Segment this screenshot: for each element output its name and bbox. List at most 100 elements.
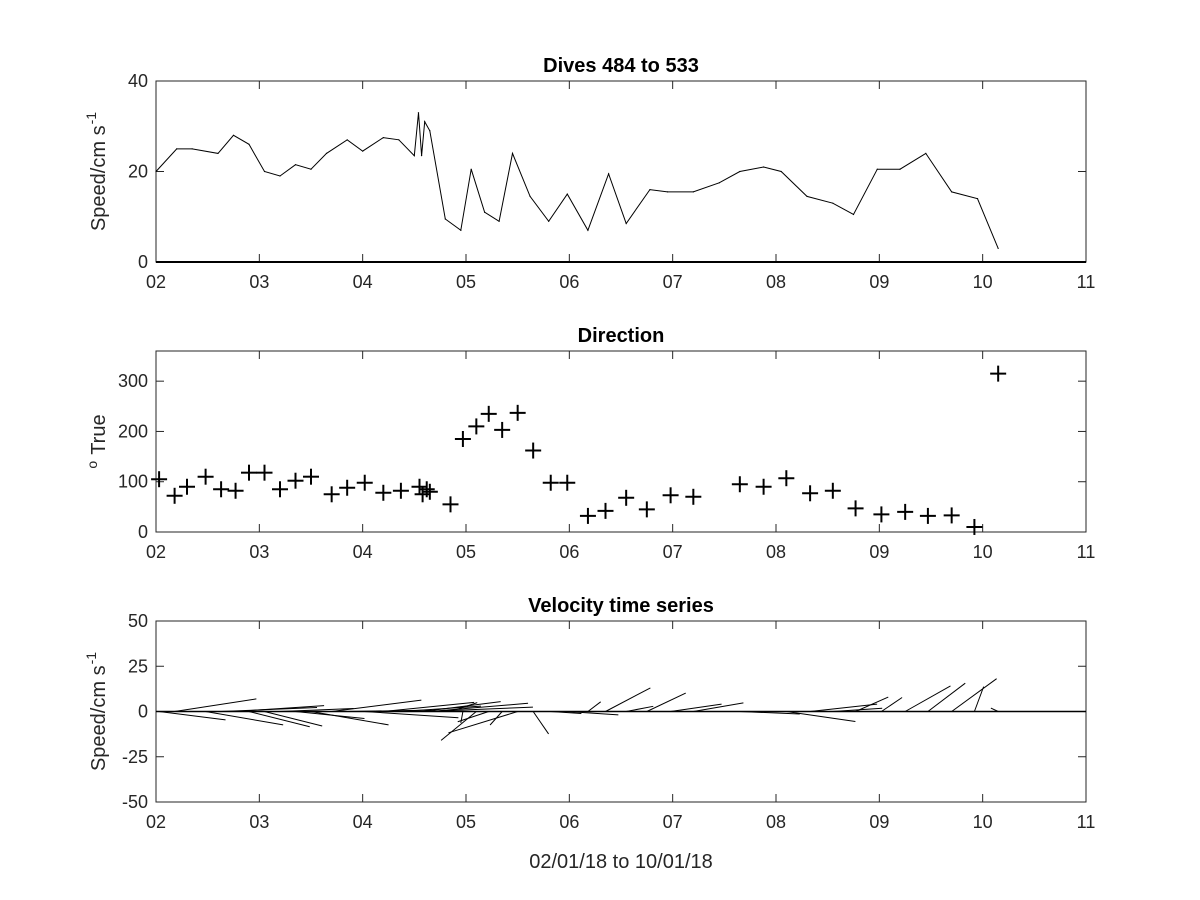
plus-marker (990, 365, 1007, 382)
data-point (529, 195, 531, 197)
velocity-stick (626, 705, 654, 712)
y-tick-label: 0 (138, 702, 148, 722)
y-axis-label-text: True (88, 414, 110, 454)
plus-marker (418, 481, 435, 498)
x-tick-label: 06 (559, 812, 579, 832)
velocity-stick (550, 711, 582, 715)
y-axis-label-superscript: -1 (83, 652, 99, 665)
x-tick-label: 03 (249, 542, 269, 562)
velocity-stick (739, 711, 800, 715)
x-tick-label: 02 (146, 272, 166, 292)
y-tick-label: 200 (118, 421, 148, 441)
velocity-stick (279, 707, 354, 712)
y-axis-label: Speed/cm s-1 (83, 112, 110, 231)
x-tick-label: 07 (663, 812, 683, 832)
plus-marker (618, 489, 635, 506)
x-tick-label: 02 (146, 812, 166, 832)
x-tick-label: 04 (353, 272, 373, 292)
plus-marker (287, 472, 304, 489)
x-tick-label: 10 (973, 272, 993, 292)
data-point (763, 166, 765, 168)
y-axis-label-superscript: -1 (83, 112, 99, 125)
velocity-stick (951, 678, 997, 712)
direction-panel: Direction 02 03 04 05 06 07 08 09 10 11 0 100 200 300 o… (84, 325, 1095, 562)
plus-marker (847, 500, 864, 517)
velocity-stick (448, 711, 518, 734)
plus-marker (897, 503, 914, 520)
data-point (739, 170, 741, 173)
velocity-stick (832, 707, 883, 712)
velocity-stick (159, 711, 226, 721)
data-point (346, 139, 348, 141)
data-point (692, 191, 694, 193)
data-point (470, 168, 472, 170)
plus-marker (824, 482, 841, 499)
data-point (625, 222, 627, 225)
x-tick-label: 05 (456, 272, 476, 292)
velocity-stick (693, 702, 744, 712)
plus-marker (559, 474, 576, 491)
data-point (498, 220, 500, 222)
data-point (460, 229, 462, 231)
plus-marker (166, 487, 183, 504)
x-tick-label: 09 (869, 272, 889, 292)
x-tick-label: 09 (869, 812, 889, 832)
velocity-stick (440, 711, 477, 741)
data-point (382, 136, 384, 139)
data-point (718, 182, 720, 184)
data-point (413, 155, 415, 157)
velocity-stick (904, 685, 951, 712)
velocity-stick (310, 711, 389, 726)
plus-marker (579, 507, 596, 524)
velocity-stick (532, 711, 549, 735)
data-point (666, 191, 669, 193)
x-tick-label: 08 (766, 542, 786, 562)
data-point (951, 191, 953, 193)
y-tick-label: 100 (118, 472, 148, 492)
y-axis-label: Speed/cm s-1 (83, 652, 110, 771)
data-point (806, 195, 808, 197)
data-point (362, 150, 364, 152)
x-tick-label: 08 (766, 812, 786, 832)
data-point (232, 134, 235, 136)
plus-marker (755, 478, 772, 495)
plus-marker (509, 404, 526, 421)
y-tick-label: 40 (128, 71, 148, 91)
y-tick-label: -25 (122, 747, 148, 767)
velocity-stick (264, 711, 323, 727)
velocity-stick (990, 707, 999, 712)
data-point (417, 112, 420, 114)
plus-marker (323, 486, 340, 503)
velocity-stick (205, 711, 284, 726)
data-point (925, 152, 927, 154)
chart-title: Velocity time series (528, 595, 714, 617)
x-axis-label: 02/01/18 to 10/01/18 (529, 851, 713, 873)
x-tick-label: 02 (146, 542, 166, 562)
data-point (548, 220, 550, 222)
x-tick-label: 11 (1077, 272, 1096, 292)
plus-marker (356, 474, 373, 491)
plus-marker (638, 501, 655, 518)
velocity-stick (174, 698, 257, 712)
data-point (429, 130, 431, 132)
y-tick-label: 0 (138, 252, 148, 272)
axes-box (155, 80, 1087, 263)
plus-marker (442, 496, 459, 513)
velocity-stick (457, 711, 489, 723)
x-tick-label: 09 (869, 542, 889, 562)
plus-marker (802, 485, 819, 502)
axes-box (155, 350, 1087, 533)
plus-marker (421, 483, 438, 500)
plus-marker (542, 474, 559, 491)
y-axis-label: o True (84, 414, 110, 468)
x-tick-label: 06 (559, 542, 579, 562)
velocity-stick (567, 711, 619, 716)
plus-marker (227, 482, 244, 499)
data-point (398, 139, 400, 141)
data-point (263, 170, 266, 173)
plus-marker (943, 507, 960, 524)
velocity-stick (973, 686, 985, 712)
data-point (997, 247, 999, 250)
x-tick-label: 04 (353, 812, 373, 832)
